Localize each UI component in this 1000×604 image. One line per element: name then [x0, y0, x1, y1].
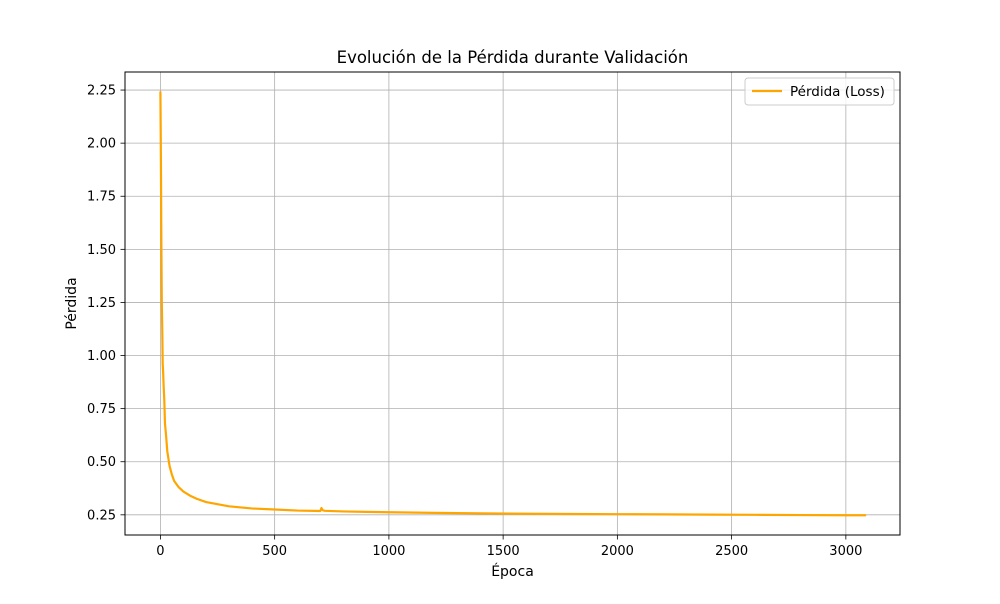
- y-tick-label: 1.75: [87, 190, 116, 205]
- x-tick-label: 1500: [487, 544, 520, 559]
- chart-title: Evolución de la Pérdida durante Validaci…: [337, 48, 689, 67]
- series-layer: [159, 91, 867, 517]
- y-tick-label: 1.00: [87, 349, 116, 364]
- legend-box: [744, 77, 895, 106]
- y-tick-label: 1.50: [87, 243, 116, 258]
- x-axis-label: Época: [491, 563, 534, 580]
- y-tick-label: 2.25: [87, 84, 116, 99]
- y-tick-label: 0.75: [87, 402, 116, 417]
- tick-layer: 0 500 1000 1500 2000 2500 3000 0.25 0.50 0.75 1.00…: [87, 84, 862, 559]
- x-tick-label: 1000: [372, 544, 405, 559]
- x-tick-label: 2500: [715, 544, 748, 559]
- x-tick-label: 3000: [829, 544, 862, 559]
- plot-frame: [124, 71, 901, 536]
- y-tick-label: 0.25: [87, 508, 116, 523]
- plot-area: [125, 72, 900, 535]
- x-tick-label: 500: [262, 544, 287, 559]
- y-axis-label: Pérdida: [64, 277, 80, 329]
- y-tick-label: 1.25: [87, 296, 116, 311]
- y-tick-label: 0.50: [87, 455, 116, 470]
- loss-series-line: [159, 91, 867, 517]
- y-tick-label: 2.00: [87, 137, 116, 152]
- grid-layer: [125, 72, 900, 535]
- legend: Pérdida (Loss): [744, 77, 895, 106]
- x-tick-label: 2000: [601, 544, 634, 559]
- x-tick-label: 0: [156, 544, 164, 559]
- legend-label: Pérdida (Loss): [790, 84, 885, 100]
